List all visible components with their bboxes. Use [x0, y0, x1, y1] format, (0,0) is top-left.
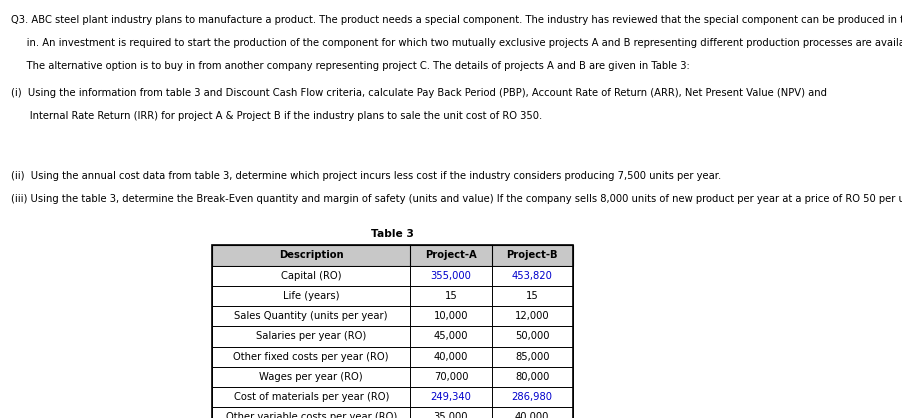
- Text: Q3. ABC steel plant industry plans to manufacture a product. The product needs a: Q3. ABC steel plant industry plans to ma…: [11, 15, 902, 25]
- Text: 40,000: 40,000: [515, 412, 549, 418]
- Text: Other variable costs per year (RO): Other variable costs per year (RO): [226, 412, 397, 418]
- Text: Life (years): Life (years): [283, 291, 339, 301]
- Text: Other fixed costs per year (RO): Other fixed costs per year (RO): [234, 352, 389, 362]
- Text: 50,000: 50,000: [515, 331, 549, 342]
- Text: Capital (RO): Capital (RO): [281, 271, 342, 281]
- Text: (ii)  Using the annual cost data from table 3, determine which project incurs le: (ii) Using the annual cost data from tab…: [11, 171, 721, 181]
- Text: Sales Quantity (units per year): Sales Quantity (units per year): [235, 311, 388, 321]
- Text: Table 3: Table 3: [371, 229, 414, 239]
- Text: Project-A: Project-A: [425, 250, 477, 260]
- Text: 35,000: 35,000: [434, 412, 468, 418]
- Text: 70,000: 70,000: [434, 372, 468, 382]
- Text: (i)  Using the information from table 3 and Discount Cash Flow criteria, calcula: (i) Using the information from table 3 a…: [11, 88, 827, 98]
- Text: Salaries per year (RO): Salaries per year (RO): [256, 331, 366, 342]
- Text: 85,000: 85,000: [515, 352, 549, 362]
- Text: Wages per year (RO): Wages per year (RO): [260, 372, 363, 382]
- Text: The alternative option is to buy in from another company representing project C.: The alternative option is to buy in from…: [11, 61, 689, 71]
- Text: 249,340: 249,340: [430, 392, 472, 402]
- Text: 15: 15: [526, 291, 538, 301]
- Text: 12,000: 12,000: [515, 311, 549, 321]
- Text: Project-B: Project-B: [506, 250, 558, 260]
- Text: 453,820: 453,820: [511, 271, 553, 281]
- Text: 286,980: 286,980: [511, 392, 553, 402]
- Text: 80,000: 80,000: [515, 372, 549, 382]
- Text: Description: Description: [279, 250, 344, 260]
- Text: Internal Rate Return (IRR) for project A & Project B if the industry plans to sa: Internal Rate Return (IRR) for project A…: [11, 111, 542, 121]
- Text: Cost of materials per year (RO): Cost of materials per year (RO): [234, 392, 389, 402]
- Text: 355,000: 355,000: [430, 271, 472, 281]
- Text: 45,000: 45,000: [434, 331, 468, 342]
- Text: (iii) Using the table 3, determine the Break-Even quantity and margin of safety : (iii) Using the table 3, determine the B…: [11, 194, 902, 204]
- Text: in. An investment is required to start the production of the component for which: in. An investment is required to start t…: [11, 38, 902, 48]
- Text: 10,000: 10,000: [434, 311, 468, 321]
- Text: 15: 15: [445, 291, 457, 301]
- Text: 40,000: 40,000: [434, 352, 468, 362]
